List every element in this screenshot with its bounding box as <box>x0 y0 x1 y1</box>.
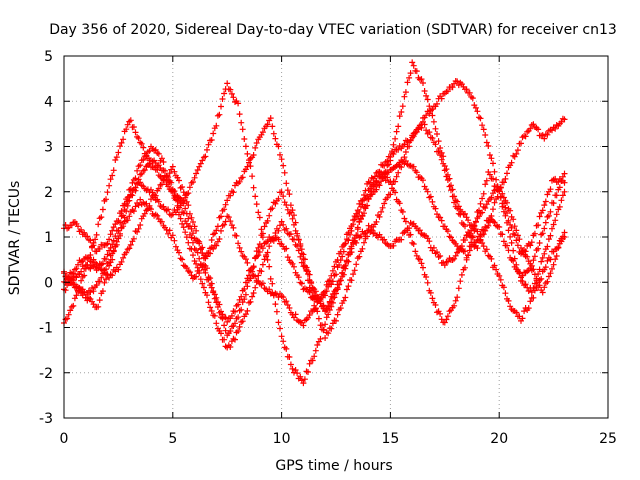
y-tick-label: 5 <box>44 49 53 65</box>
y-tick-label: 1 <box>44 230 53 246</box>
y-axis-label: SDTVAR / TECUs <box>7 181 23 296</box>
x-tick-labels: 0 5 10 15 20 25 <box>60 431 617 447</box>
axis-ticks <box>63 55 609 419</box>
y-tick-label: -1 <box>39 321 53 337</box>
y-tick-label: 0 <box>44 275 53 291</box>
x-tick-label: 5 <box>168 431 177 447</box>
series-track-5 <box>61 115 568 341</box>
series-track-3 <box>61 143 568 351</box>
x-tick-label: 25 <box>599 431 617 447</box>
x-tick-label: 10 <box>273 431 291 447</box>
y-tick-label: -3 <box>39 411 53 427</box>
x-tick-label: 0 <box>60 431 69 447</box>
y-tick-labels: -3 -2 -1 0 1 2 3 4 5 <box>39 49 53 427</box>
y-tick-label: 3 <box>44 140 53 156</box>
x-tick-label: 15 <box>381 431 399 447</box>
chart-title: Day 356 of 2020, Sidereal Day-to-day VTE… <box>49 22 617 38</box>
y-tick-label: -2 <box>39 366 53 382</box>
data-points <box>61 59 568 387</box>
grid <box>64 56 608 418</box>
x-axis-label: GPS time / hours <box>275 458 392 474</box>
y-tick-label: 2 <box>44 185 53 201</box>
x-tick-label: 20 <box>490 431 508 447</box>
y-tick-label: 4 <box>44 94 53 110</box>
